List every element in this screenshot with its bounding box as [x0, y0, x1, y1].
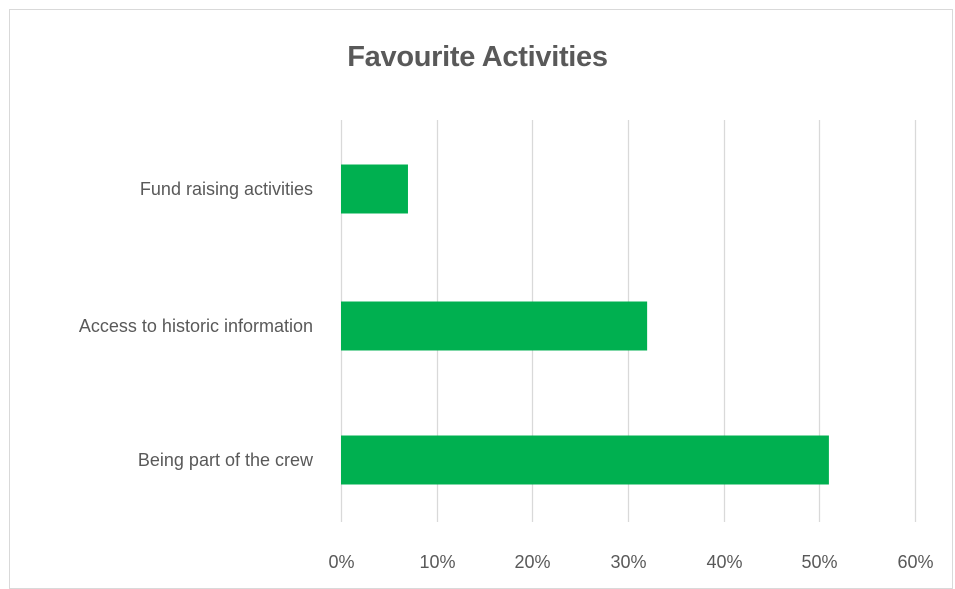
category-label: Being part of the crew: [138, 450, 314, 470]
x-tick-label: 20%: [514, 552, 550, 572]
x-tick-label: 40%: [706, 552, 742, 572]
x-tick-label: 30%: [610, 552, 646, 572]
x-tick-label: 50%: [801, 552, 837, 572]
bar: [341, 435, 829, 485]
chart-area: [9, 9, 953, 589]
category-label: Fund raising activities: [140, 179, 313, 199]
x-tick-label: 10%: [419, 552, 455, 572]
bar-chart-plot: 0% 10% 20% 30% 40% 50% 60% Fund raising activit…: [79, 120, 934, 572]
x-tick-label: 0%: [328, 552, 354, 572]
bar: [341, 301, 648, 351]
bar: [341, 164, 408, 214]
x-tick-label: 60%: [897, 552, 933, 572]
chart-title: Favourite Activities: [347, 41, 608, 73]
category-label: Access to historic information: [79, 316, 313, 336]
